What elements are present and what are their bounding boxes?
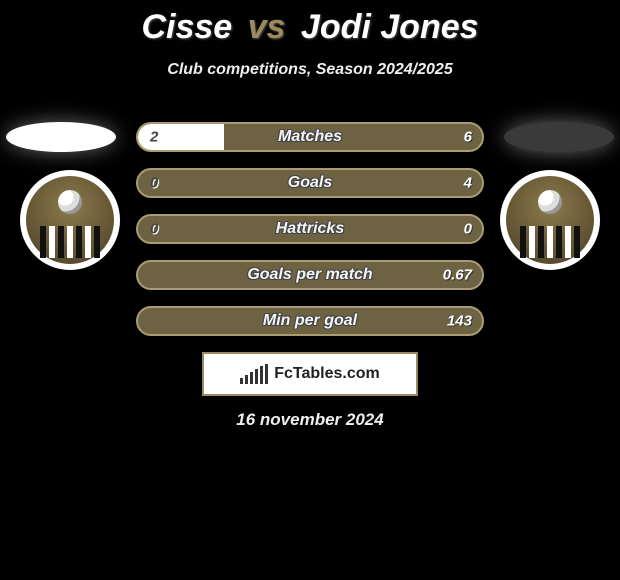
stat-label: Goals per match [247,266,372,284]
stat-row: Goals per match 0.67 [136,260,484,290]
player2-club-badge [500,170,600,270]
club-badge-inner [506,176,594,264]
badge-stripes-icon [40,226,100,258]
stat-value-left: 0 [150,175,158,192]
stat-value-right: 0.67 [443,267,472,284]
stat-value-right: 6 [464,129,472,146]
badge-stripes-icon [520,226,580,258]
attribution-text: FcTables.com [274,365,380,383]
stat-value-right: 0 [464,221,472,238]
stat-row: 0 Goals 4 [136,168,484,198]
vs-label: vs [248,8,286,46]
stat-row: 2 Matches 6 [136,122,484,152]
stat-row: Min per goal 143 [136,306,484,336]
player2-name: Jodi Jones [301,8,479,46]
stat-label: Hattricks [276,220,344,238]
player1-ellipse [6,122,116,152]
stat-label: Matches [278,128,342,146]
subtitle: Club competitions, Season 2024/2025 [0,61,620,79]
player2-ellipse [504,122,614,152]
stats-container: 2 Matches 6 0 Goals 4 0 Hattricks 0 Goals per mat… [136,122,484,352]
chart-icon [240,364,268,384]
stat-label: Goals [288,174,332,192]
club-badge-inner [26,176,114,264]
stat-value-right: 143 [447,313,472,330]
page-title: Cisse vs Jodi Jones [0,0,620,47]
player1-club-badge [20,170,120,270]
stat-label: Min per goal [263,312,357,330]
attribution-box: FcTables.com [202,352,418,396]
stat-row: 0 Hattricks 0 [136,214,484,244]
stat-value-left: 2 [150,129,158,146]
badge-ball-icon [538,190,562,214]
date-label: 16 november 2024 [0,410,620,430]
player1-name: Cisse [141,8,232,46]
stat-value-left: 0 [150,221,158,238]
badge-ball-icon [58,190,82,214]
stat-value-right: 4 [464,175,472,192]
